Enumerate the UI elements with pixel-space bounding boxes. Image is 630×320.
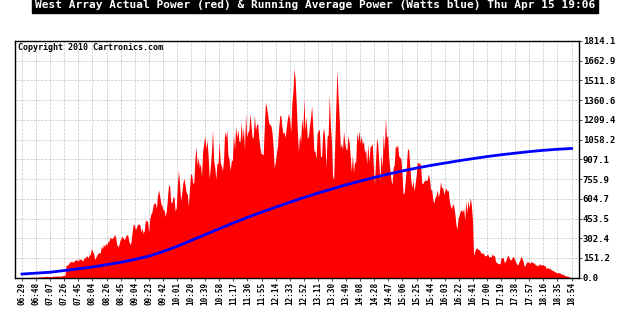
- Text: West Array Actual Power (red) & Running Average Power (Watts blue) Thu Apr 15 19: West Array Actual Power (red) & Running …: [35, 0, 595, 10]
- Text: Copyright 2010 Cartronics.com: Copyright 2010 Cartronics.com: [18, 43, 163, 52]
